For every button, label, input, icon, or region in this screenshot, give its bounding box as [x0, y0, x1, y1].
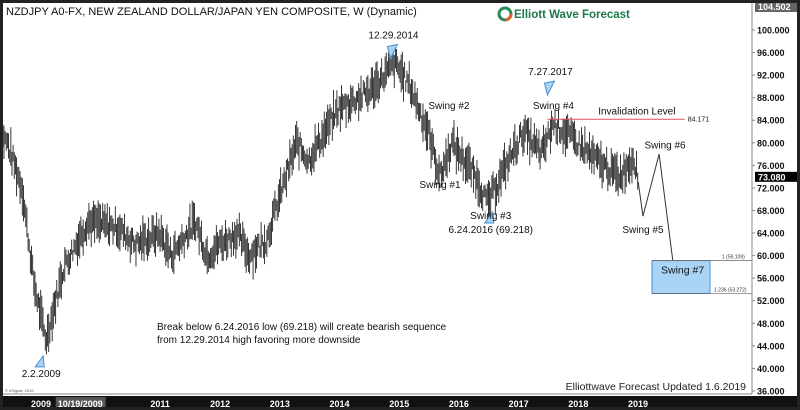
projection-path	[637, 153, 674, 261]
y-tick-label: 64.000	[757, 229, 785, 239]
y-tick-label: 60.000	[757, 251, 785, 261]
cursor-date-label: 10/19/2009	[58, 399, 103, 409]
fib-label-1236: 1.236 (53.272)	[714, 288, 747, 294]
x-tick-label: 2009	[31, 399, 51, 409]
y-tick-label: 88.000	[757, 93, 785, 103]
x-tick-label: 2017	[509, 399, 529, 409]
y-tick-label: 100.000	[757, 26, 790, 36]
cursor-date-badge	[55, 397, 106, 409]
y-tick-label: 40.000	[757, 364, 785, 374]
top-price-badge	[755, 2, 798, 12]
x-tick-label: 2016	[449, 399, 469, 409]
brand-name: Elliott Wave Forecast	[514, 9, 630, 21]
note-line-1: Break below 6.24.2016 low (69.218) will …	[157, 322, 447, 333]
y-tick-label: 84.000	[757, 116, 785, 126]
y-tick-label: 76.000	[757, 161, 785, 171]
annotation-label: 7.27.2017	[528, 67, 573, 78]
annotation-label: Swing #2	[428, 101, 470, 112]
x-tick-label: 2011	[150, 399, 170, 409]
fib-label-1: 1 (59.109)	[722, 255, 745, 261]
y-tick-label: 52.000	[757, 296, 785, 306]
last-price-label: 73.080	[758, 172, 786, 182]
y-tick-label: 92.000	[757, 71, 785, 81]
annotation-label: Swing #6	[644, 140, 686, 151]
annotation-label: 12.29.2014	[368, 30, 418, 41]
footer-updated: Elliottwave Forecast Updated 1.6.2019	[566, 381, 747, 393]
copyright: © eSignal, 2019	[5, 388, 34, 393]
brand-logo: Elliott Wave Forecast	[497, 6, 630, 22]
arrow-up-icon	[483, 210, 495, 224]
annotation-label: Swing #3	[470, 211, 512, 222]
x-tick-label: 2015	[389, 399, 409, 409]
x-tick-label: 2012	[210, 399, 230, 409]
annotation-label: Swing #5	[622, 225, 664, 236]
top-price-label: 104.502	[758, 2, 791, 12]
x-tick-label: 2019	[628, 399, 648, 409]
invalidation-label: Invalidation Level	[598, 106, 675, 117]
note-line-2: from 12.29.2014 high favoring more downs…	[157, 335, 361, 346]
last-price-badge	[755, 171, 800, 182]
y-tick-label: 72.000	[757, 183, 785, 193]
target-box-label: Swing #7	[661, 265, 704, 277]
annotation-label: Swing #4	[533, 101, 575, 112]
chart-title: NZDJPY A0-FX, NEW ZEALAND DOLLAR/JAPAN Y…	[6, 6, 417, 18]
y-tick-label: 96.000	[757, 48, 785, 58]
x-tick-label: 2018	[568, 399, 588, 409]
y-tick-label: 68.000	[757, 206, 785, 216]
y-tick-label: 80.000	[757, 138, 785, 148]
x-tick-label: 2013	[270, 399, 290, 409]
target-box	[651, 260, 711, 295]
y-tick-label: 56.000	[757, 274, 785, 284]
annotation-label: 2.2.2009	[22, 369, 61, 380]
annotation-label: 6.24.2016 (69.218)	[448, 225, 533, 236]
y-tick-label: 48.000	[757, 319, 785, 329]
y-tick-label: 36.000	[757, 386, 785, 396]
arrow-up-icon	[34, 354, 45, 368]
annotation-label: Swing #1	[419, 180, 461, 191]
y-tick-label: 44.000	[757, 341, 785, 351]
invalidation-value: 84.171	[688, 116, 710, 123]
arrow-down-icon	[543, 80, 556, 97]
x-tick-label: 2014	[330, 399, 350, 409]
arrow-down-icon	[386, 43, 399, 60]
